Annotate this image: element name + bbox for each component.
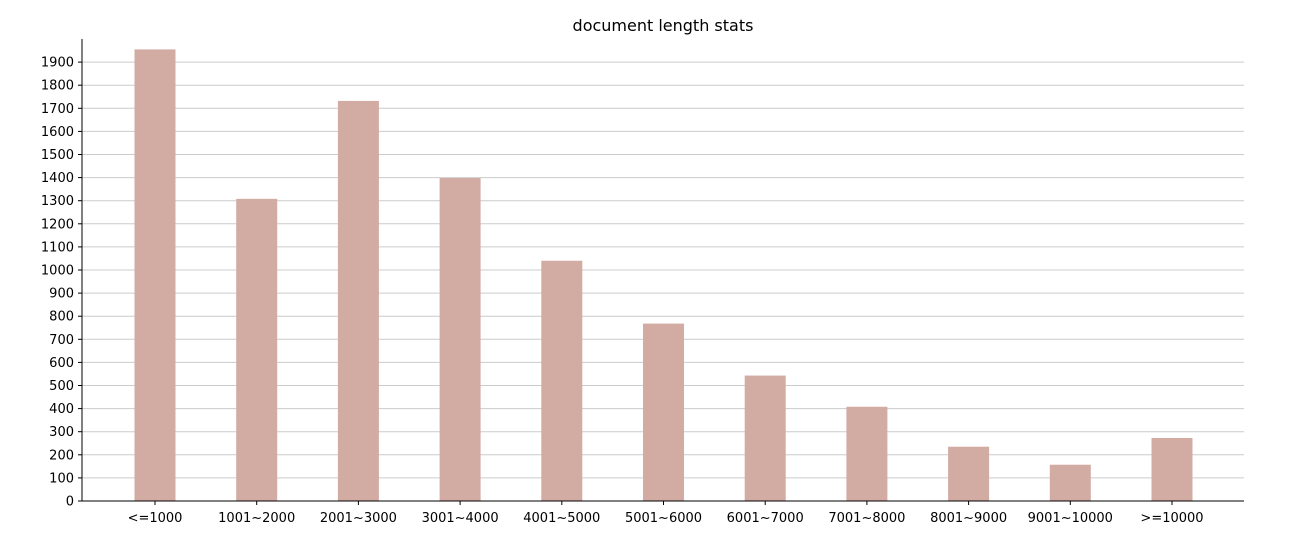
y-tick-label: 1100 bbox=[41, 240, 74, 255]
y-tick-label: 1400 bbox=[41, 171, 74, 186]
y-tick-label: 1200 bbox=[41, 217, 74, 232]
y-tick-label: 1500 bbox=[41, 148, 74, 163]
y-tick-label: 900 bbox=[49, 287, 74, 302]
x-tick-label: 9001~10000 bbox=[1028, 511, 1113, 526]
bar bbox=[1151, 437, 1193, 501]
x-tick-label: <=1000 bbox=[128, 511, 183, 526]
y-tick-label: 800 bbox=[49, 310, 74, 325]
y-tick-label: 600 bbox=[49, 356, 74, 371]
y-tick-label: 1600 bbox=[41, 125, 74, 140]
x-tick-label: 5001~6000 bbox=[625, 511, 702, 526]
y-tick-label: 0 bbox=[66, 495, 74, 510]
x-tick-label: 6001~7000 bbox=[727, 511, 804, 526]
y-tick-label: 1000 bbox=[41, 264, 74, 279]
bar bbox=[744, 375, 786, 501]
y-tick-label: 400 bbox=[49, 402, 74, 417]
bar bbox=[846, 406, 888, 501]
bar bbox=[134, 49, 176, 502]
x-tick-label: 7001~8000 bbox=[828, 511, 905, 526]
x-tick-label: 2001~3000 bbox=[320, 511, 397, 526]
y-tick-label: 500 bbox=[49, 379, 74, 394]
x-tick-labels: <=1000 1001~2000 2001~3000 3001~4000 4001~50… bbox=[128, 501, 1204, 526]
y-tick-label: 100 bbox=[49, 471, 74, 486]
bar bbox=[337, 100, 379, 502]
y-tick-label: 700 bbox=[49, 333, 74, 348]
bars bbox=[134, 49, 1193, 502]
y-tick-label: 1900 bbox=[41, 56, 74, 71]
y-tick-label: 200 bbox=[49, 448, 74, 463]
x-tick-label: 1001~2000 bbox=[218, 511, 295, 526]
y-tick-labels: 0 100 200 300 400 500 600 700 800 900 1000 1100 1200… bbox=[41, 56, 82, 510]
y-tick-label: 1300 bbox=[41, 194, 74, 209]
chart-title: document length stats bbox=[573, 16, 754, 35]
x-tick-label: 3001~4000 bbox=[422, 511, 499, 526]
y-tick-label: 1700 bbox=[41, 102, 74, 117]
x-tick-label: >=10000 bbox=[1140, 511, 1203, 526]
bar bbox=[948, 446, 990, 501]
bar bbox=[1049, 464, 1091, 501]
bar bbox=[236, 198, 278, 502]
bar bbox=[541, 260, 583, 501]
x-tick-label: 4001~5000 bbox=[523, 511, 600, 526]
y-tick-label: 1800 bbox=[41, 79, 74, 94]
y-tick-label: 300 bbox=[49, 425, 74, 440]
bar bbox=[643, 323, 684, 501]
bar bbox=[439, 178, 481, 501]
x-tick-label: 8001~9000 bbox=[930, 511, 1007, 526]
